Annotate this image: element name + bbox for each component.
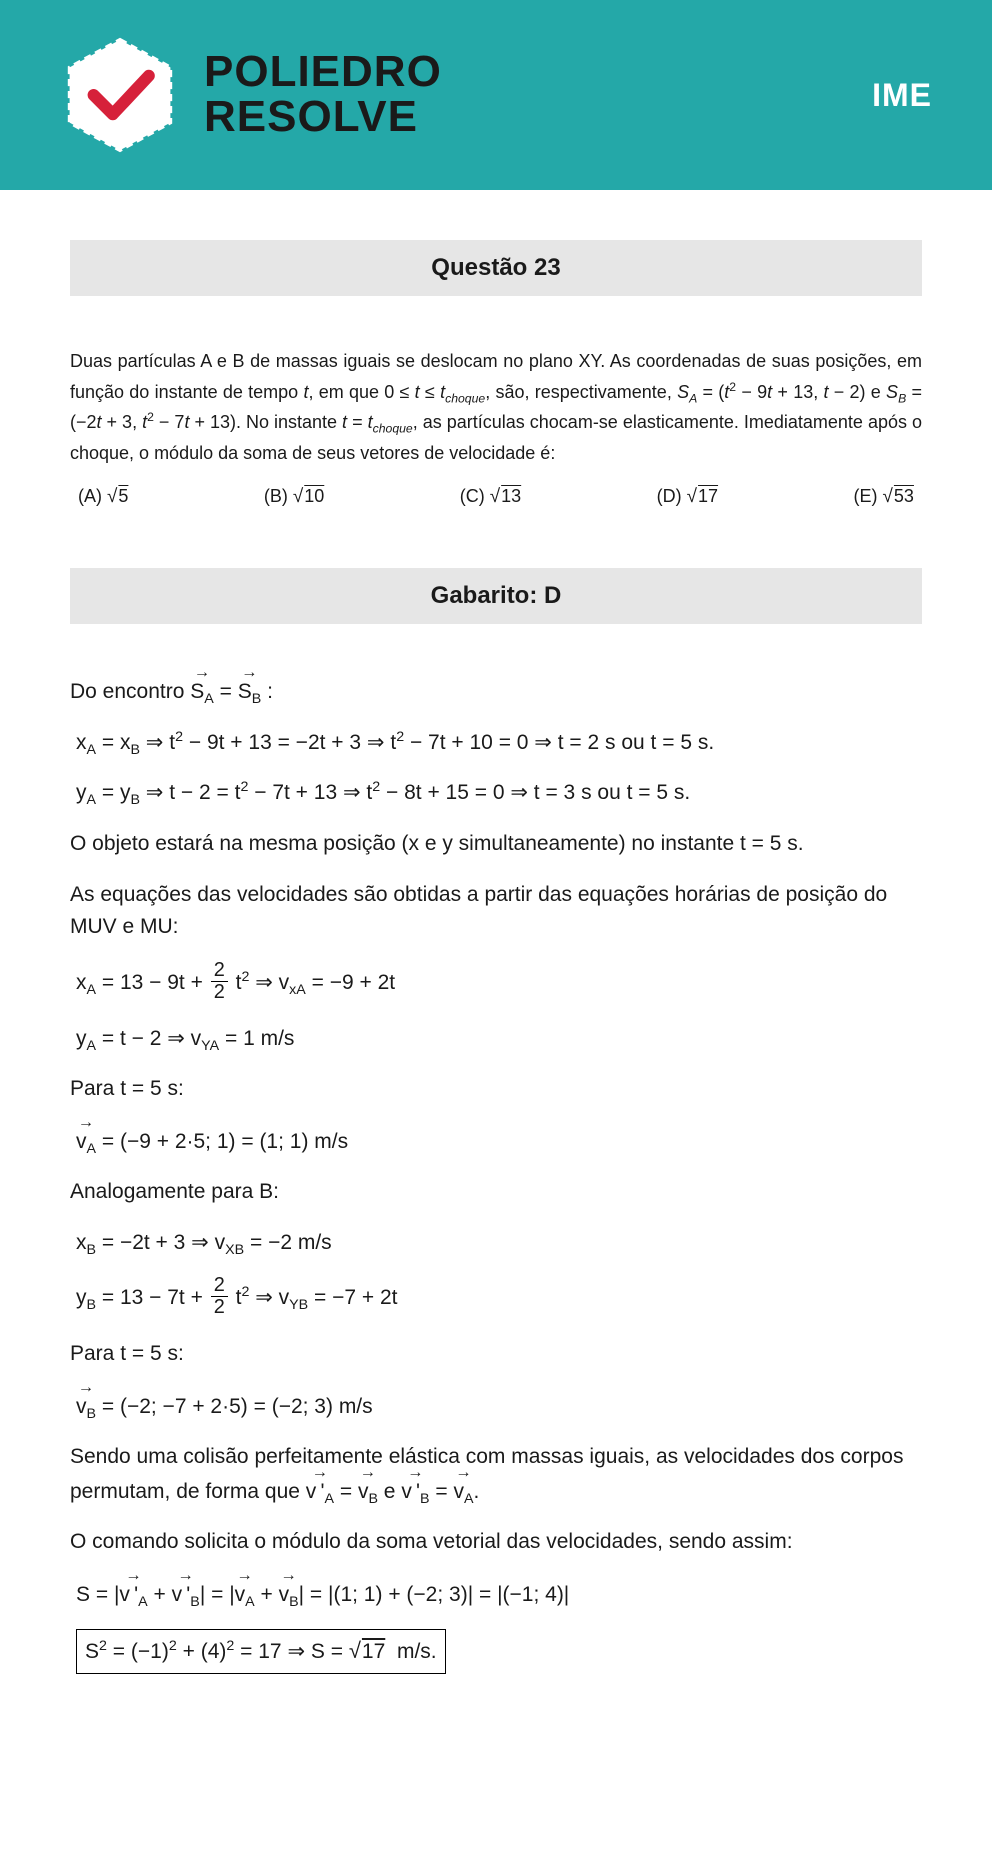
option-e: (E) √53 (854, 486, 914, 508)
brand-line-1: POLIEDRO (204, 50, 442, 95)
option-d: (D) √17 (657, 486, 718, 508)
sol-line-06: xA = 13 − 9t + 22 t2 ⇒ vxA = −9 + 2t (76, 962, 922, 1005)
options-row: (A) √5 (B) √10 (C) √13 (D) √17 (E) √53 (78, 486, 914, 508)
sol-line-15: Sendo uma colisão perfeitamente elástica… (70, 1441, 922, 1508)
page-header: POLIEDRO RESOLVE IME (0, 0, 992, 190)
sol-line-08: Para t = 5 s: (70, 1073, 922, 1106)
question-text: Duas partículas A e B de massas iguais s… (70, 346, 922, 468)
option-a: (A) √5 (78, 486, 128, 508)
brand-block: POLIEDRO RESOLVE (60, 35, 442, 155)
question-title-bar: Questão 23 (70, 240, 922, 296)
sol-line-02: xA = xB ⇒ t2 − 9t + 13 = −2t + 3 ⇒ t2 − … (76, 727, 922, 760)
sol-line-04: O objeto estará na mesma posição (x e y … (70, 828, 922, 861)
page-body: Questão 23 Duas partículas A e B de mass… (0, 190, 992, 1752)
sol-line-13: Para t = 5 s: (70, 1338, 922, 1371)
sol-line-17: S = |v 'A + v 'B| = |vA + vB| = |(1; 1) … (76, 1577, 922, 1612)
option-b: (B) √10 (264, 486, 324, 508)
final-answer-box: S2 = (−1)2 + (4)2 = 17 ⇒ S = √17 m/s. (76, 1629, 446, 1674)
solution-block: Do encontro SA = SB : xA = xB ⇒ t2 − 9t … (70, 674, 922, 1674)
sol-line-03: yA = yB ⇒ t − 2 = t2 − 7t + 13 ⇒ t2 − 8t… (76, 777, 922, 810)
brand-line-2: RESOLVE (204, 95, 442, 140)
sol-line-16: O comando solicita o módulo da soma veto… (70, 1526, 922, 1559)
sol-line-14: vB = (−2; −7 + 2·5) = (−2; 3) m/s (76, 1389, 922, 1424)
answer-title-bar: Gabarito: D (70, 568, 922, 624)
sol-line-12: yB = 13 − 7t + 22 t2 ⇒ vYB = −7 + 2t (76, 1277, 922, 1320)
brand-text: POLIEDRO RESOLVE (204, 50, 442, 140)
sol-line-11: xB = −2t + 3 ⇒ vXB = −2 m/s (76, 1227, 922, 1260)
sol-line-10: Analogamente para B: (70, 1176, 922, 1209)
option-c: (C) √13 (460, 486, 521, 508)
sol-line-09: vA = (−9 + 2·5; 1) = (1; 1) m/s (76, 1124, 922, 1159)
brand-hex-logo (60, 35, 180, 155)
exam-label: IME (872, 77, 932, 114)
sol-line-18: S2 = (−1)2 + (4)2 = 17 ⇒ S = √17 m/s. (76, 1629, 922, 1674)
sol-line-05: As equações das velocidades são obtidas … (70, 879, 922, 944)
sol-line-01: Do encontro SA = SB : (70, 674, 922, 709)
sol-line-07: yA = t − 2 ⇒ vYA = 1 m/s (76, 1023, 922, 1056)
